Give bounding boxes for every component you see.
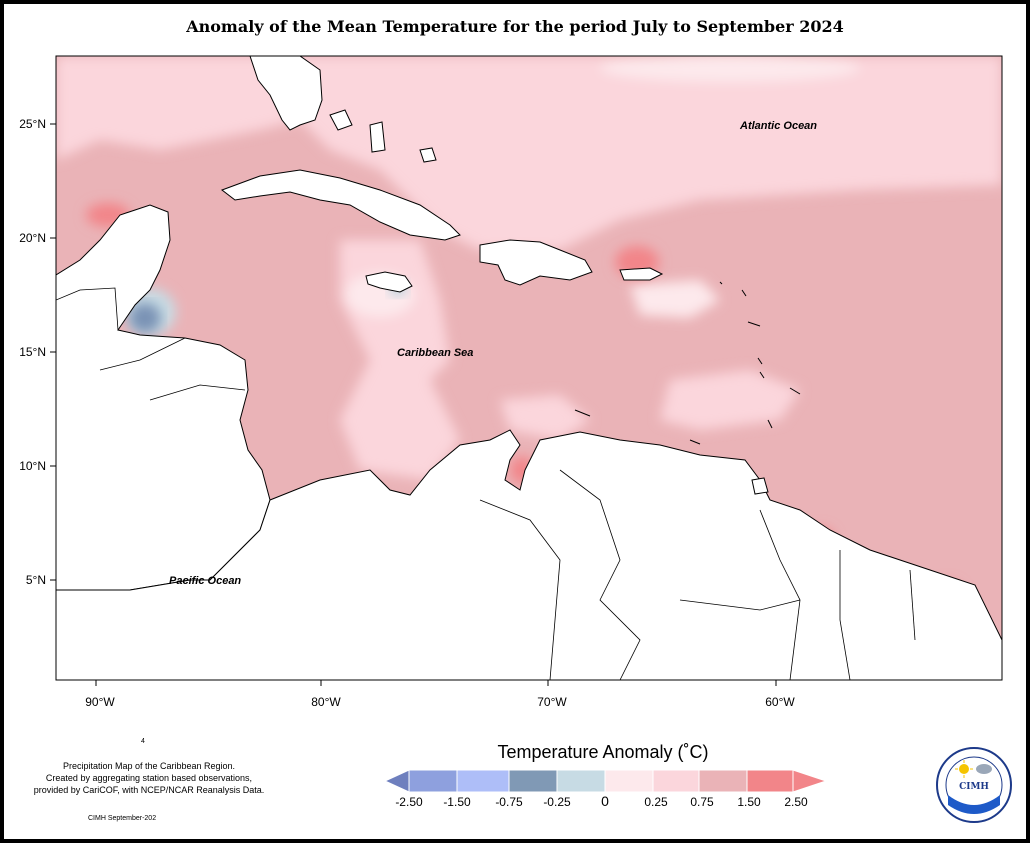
colorbar-seg-4 <box>556 769 606 793</box>
x-tick-80w: 80°W <box>311 695 341 709</box>
land-bahamas-1 <box>329 109 353 131</box>
label-atlantic-ocean: Atlantic Ocean <box>740 120 818 132</box>
land-florida <box>249 56 323 131</box>
island-3 <box>747 321 761 327</box>
map-title: Anomaly of the Mean Temperature for the … <box>186 17 844 36</box>
island-4 <box>757 357 763 365</box>
island-7 <box>767 419 773 429</box>
plot-border <box>55 55 1003 681</box>
colorbar-extend-high <box>792 769 828 793</box>
land-jamaica <box>365 271 413 293</box>
caption-line-2: Created by aggregating station based obs… <box>45 773 253 783</box>
colorbar-label-7: 0.75 <box>690 795 714 809</box>
anomaly-light-east <box>660 370 800 430</box>
colorbar <box>383 769 828 793</box>
land-trinidad <box>751 477 769 495</box>
anomaly-lighter-pr <box>630 280 720 318</box>
island-2 <box>741 289 747 297</box>
stray-mark: 4 <box>141 738 145 745</box>
colorbar-title: Temperature Anomaly (˚C) <box>497 742 709 762</box>
cloud-icon <box>976 764 992 774</box>
island-6 <box>789 387 801 395</box>
colorbar-seg-5 <box>604 769 654 793</box>
y-tick-20n: 20°N <box>19 231 46 245</box>
colorbar-seg-2 <box>456 769 510 793</box>
map-caption: Precipitation Map of the Caribbean Regio… <box>8 760 290 796</box>
caption-line-3: provided by CariCOF, with NCEP/NCAR Rean… <box>33 785 265 795</box>
border-colombia-peru <box>479 499 561 680</box>
colorbar-label-2: -1.50 <box>443 795 471 809</box>
y-tick-10n: 10°N <box>19 459 46 473</box>
caption-line-1: Precipitation Map of the Caribbean Regio… <box>62 761 236 771</box>
x-tick-60w: 60°W <box>765 695 795 709</box>
colorbar-label-4: -0.25 <box>543 795 571 809</box>
border-nicaragua <box>149 384 246 401</box>
colorbar-seg-7 <box>698 769 748 793</box>
y-tick-15n: 15°N <box>19 345 46 359</box>
colorbar-seg-1 <box>408 769 458 793</box>
border-honduras <box>99 337 186 371</box>
border-colombia-venezuela <box>559 469 641 680</box>
island-9 <box>574 409 591 417</box>
border-guyana-suriname <box>839 550 851 680</box>
land-bahamas-3 <box>419 147 437 163</box>
colorbar-extend-low <box>383 769 410 793</box>
island-5 <box>759 371 765 379</box>
anomaly-light-south <box>500 395 590 440</box>
anomaly-cool-honduras <box>129 303 161 333</box>
border-venezuela-guyana <box>759 509 801 680</box>
label-caribbean-sea: Caribbean Sea <box>397 347 474 359</box>
border-suriname-fg <box>909 569 916 641</box>
island-8 <box>689 439 701 445</box>
colorbar-label-9: 2.50 <box>784 795 808 809</box>
land-cuba <box>220 169 461 241</box>
colorbar-label-6: 0.25 <box>644 795 668 809</box>
y-tick-25n: 25°N <box>19 117 46 131</box>
island-1 <box>719 281 723 285</box>
logo-text: CIMH <box>959 782 989 792</box>
x-tick-90w: 90°W <box>85 695 115 709</box>
colorbar-seg-3 <box>508 769 558 793</box>
border-brazil <box>679 599 801 611</box>
colorbar-label-8: 1.50 <box>737 795 761 809</box>
colorbar-seg-6 <box>652 769 700 793</box>
land-puerto-rico <box>619 267 664 281</box>
credit-text: CIMH September-202 <box>88 815 157 822</box>
x-tick-70w: 70°W <box>537 695 567 709</box>
anomaly-light-north <box>300 56 1002 250</box>
border-mexico-belize <box>56 287 119 331</box>
y-tick-5n: 5°N <box>25 573 46 587</box>
colorbar-seg-8 <box>746 769 794 793</box>
sun-icon <box>959 764 969 774</box>
land-hispaniola <box>479 239 593 286</box>
anomaly-lighter-north-atlantic <box>600 56 860 82</box>
cimh-logo: CIMH <box>936 747 1012 823</box>
colorbar-label-3: -0.75 <box>495 795 523 809</box>
colorbar-label-1: -2.50 <box>395 795 423 809</box>
land-bahamas-2 <box>369 121 386 153</box>
label-pacific-ocean: Pacific Ocean <box>169 575 242 587</box>
colorbar-label-5: 0 <box>601 793 609 809</box>
waves-icon <box>948 795 1000 814</box>
